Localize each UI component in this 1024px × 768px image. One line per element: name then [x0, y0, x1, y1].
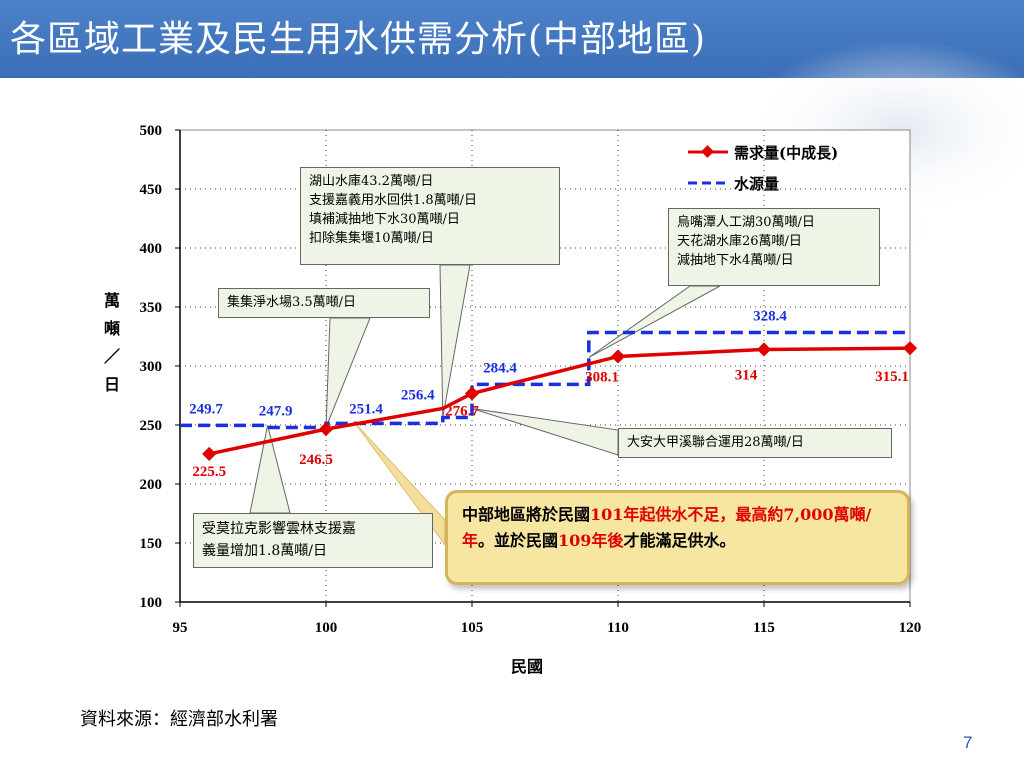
callout-line: 湖山水庫43.2萬噸/日	[309, 174, 434, 189]
callout-line: 義量增加1.8萬噸/日	[202, 543, 327, 559]
callout-jiji-water-plant: 集集淨水場3.5萬噸/日	[218, 288, 430, 318]
note-highlight-2: 109年後	[558, 531, 624, 550]
callout-line: 大安大甲溪聯合運用28萬噸/日	[627, 435, 804, 450]
note-text-2: 。並於民國	[478, 531, 559, 550]
x-tick-label: 115	[753, 620, 775, 636]
y-tick-label: 500	[140, 123, 163, 139]
demand-data-label: 314	[735, 367, 758, 383]
callout-wuzuitan-lake: 烏嘴潭人工湖30萬噸/日 天花湖水庫26萬噸/日 減抽地下水4萬噸/日	[668, 208, 880, 286]
y-tick-label: 250	[140, 418, 163, 434]
demand-point	[318, 422, 334, 437]
callout-pointer	[439, 264, 471, 418]
data-source: 資料來源：經濟部水利署	[80, 709, 278, 730]
page-number: 7	[963, 733, 973, 752]
x-tick-label: 95	[173, 620, 188, 636]
callout-line: 集集淨水場3.5萬噸/日	[227, 295, 357, 310]
demand-data-label: 225.5	[192, 464, 226, 480]
demand-point	[202, 446, 217, 461]
callout-line: 天花湖水庫26萬噸/日	[677, 234, 802, 249]
y-tick-label: 150	[140, 536, 163, 552]
callout-line: 烏嘴潭人工湖30萬噸/日	[677, 215, 815, 230]
demand-point	[756, 342, 772, 357]
header-bar: 各區域工業及民生用水供需分析(中部地區)	[0, 0, 1024, 78]
demand-data-label: 308.1	[585, 369, 619, 385]
supply-data-label: 247.9	[259, 403, 293, 419]
callout-line: 扣除集集堰10萬噸/日	[309, 231, 434, 246]
supply-data-label: 249.7	[189, 401, 223, 417]
page-title: 各區域工業及民生用水供需分析(中部地區)	[10, 19, 707, 60]
x-tick-label: 100	[315, 620, 338, 636]
y-tick-label: 100	[140, 595, 163, 611]
callout-line: 減抽地下水4萬噸/日	[677, 253, 794, 268]
supply-data-label: 328.4	[753, 308, 787, 324]
y-axis-label-char: 日	[104, 375, 120, 394]
demand-point	[610, 349, 626, 364]
y-axis-label: 萬噸 ／ 日	[104, 291, 120, 394]
y-axis-label-char: ／	[104, 347, 120, 366]
callout-pointer	[325, 317, 371, 428]
demand-data-label: 315.1	[875, 369, 909, 385]
demand-point	[464, 386, 480, 401]
supply-data-label: 251.4	[349, 401, 383, 417]
y-axis-label-char: 噸	[104, 319, 120, 338]
y-tick-label: 350	[140, 300, 163, 316]
y-axis-label-char: 萬	[104, 291, 120, 310]
y-axis-label-text: 萬噸 ／ 日	[104, 291, 120, 394]
x-tick-label: 120	[899, 620, 922, 636]
callout-line: 支援嘉義用水回供1.8萬噸/日	[309, 193, 478, 208]
demand-point	[902, 341, 918, 356]
callout-line: 受莫拉克影響雲林支援嘉	[202, 521, 356, 537]
note-highlight-1: 101年起供水不足，最高約7,000萬噸/年	[462, 505, 872, 550]
callout-pointer	[588, 285, 721, 358]
x-tick-label: 110	[607, 620, 629, 636]
y-tick-label: 450	[140, 182, 163, 198]
callout-morakot-impact: 受莫拉克影響雲林支援嘉 義量增加1.8萬噸/日	[193, 513, 433, 568]
callout-daan-dajia-river: 大安大甲溪聯合運用28萬噸/日	[618, 428, 892, 458]
note-text-1: 中部地區將於民國	[462, 505, 591, 524]
demand-data-label: 246.5	[299, 452, 333, 468]
x-axis-label: 民國	[511, 657, 543, 676]
legend-demand-label: 需求量(中成長)	[734, 144, 838, 162]
y-tick-label: 200	[140, 477, 163, 493]
legend: 需求量(中成長) 水源量	[688, 144, 838, 193]
callout-hushan-reservoir: 湖山水庫43.2萬噸/日 支援嘉義用水回供1.8萬噸/日 填補減抽地下水30萬噸…	[300, 167, 560, 265]
supply-data-label: 256.4	[401, 387, 435, 403]
supply-data-label: 284.4	[483, 360, 517, 376]
x-tick-label: 105	[461, 620, 484, 636]
callout-line: 填補減抽地下水30萬噸/日	[309, 212, 460, 227]
note-text-3: 才能滿足供水。	[623, 531, 736, 550]
supply-series-line	[180, 330, 910, 430]
y-tick-label: 300	[140, 359, 163, 375]
demand-data-label: 276.7	[445, 403, 479, 419]
legend-supply-label: 水源量	[734, 175, 779, 193]
summary-note: 中部地區將於民國101年起供水不足，最高約7,000萬噸/年。並於民國109年後…	[445, 490, 910, 585]
y-tick-label: 400	[140, 241, 163, 257]
